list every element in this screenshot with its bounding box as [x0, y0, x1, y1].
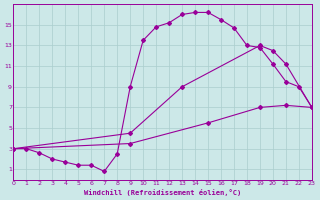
X-axis label: Windchill (Refroidissement éolien,°C): Windchill (Refroidissement éolien,°C) [84, 189, 241, 196]
